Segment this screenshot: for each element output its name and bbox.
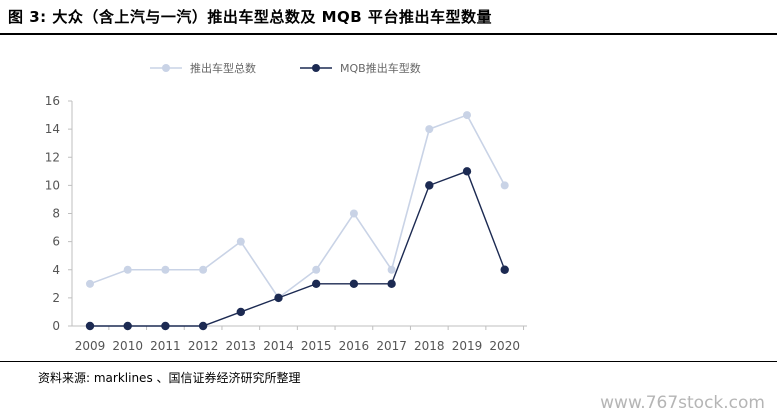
chart-series	[85, 111, 509, 331]
y-tick-label: 6	[52, 235, 60, 249]
chart-axes: 0 2 4 6 8 10 12 14 16 2009 2010 2011 2012 2013 2014 201…	[45, 94, 527, 353]
y-tick-label: 12	[45, 150, 60, 164]
data-point	[236, 237, 245, 246]
x-tick-label: 2011	[150, 339, 181, 353]
data-point	[425, 181, 434, 190]
x-tick-label: 2019	[452, 339, 483, 353]
y-tick-label: 14	[45, 122, 60, 136]
data-point	[161, 321, 170, 331]
source-rule	[0, 361, 777, 362]
legend-label: 推出车型总数	[190, 61, 256, 75]
data-point	[274, 293, 283, 303]
data-point	[199, 265, 208, 274]
source-note: 资料来源: marklines 、国信证券经济研究所整理	[38, 371, 301, 385]
x-tick-label: 2010	[112, 339, 143, 353]
legend-label: MQB推出车型数	[340, 61, 421, 75]
data-point	[500, 265, 509, 274]
y-tick-label: 16	[45, 94, 60, 108]
data-point	[463, 111, 471, 120]
data-point	[387, 265, 396, 274]
x-tick-label: 2018	[414, 339, 445, 353]
data-point	[500, 181, 509, 190]
legend-swatch-marker	[162, 64, 170, 72]
watermark: www.767stock.com	[600, 393, 765, 413]
x-tick-label: 2016	[339, 339, 370, 353]
x-tick-label: 2013	[226, 339, 257, 353]
data-point	[85, 321, 95, 331]
data-point	[462, 167, 472, 176]
series-line	[89, 114, 506, 300]
x-tick-label: 2012	[188, 339, 219, 353]
title-rule	[0, 33, 777, 35]
y-tick-label: 2	[52, 291, 60, 305]
data-point	[425, 125, 434, 134]
data-point	[349, 279, 359, 289]
chart-legend: 推出车型总数 MQB推出车型数	[150, 61, 421, 75]
y-tick-label: 8	[52, 207, 60, 221]
legend-swatch-marker	[312, 64, 320, 72]
x-tick-label: 2020	[489, 339, 520, 353]
figure-title: 图 3: 大众（含上汽与一汽）推出车型总数及 MQB 平台推出车型数量	[8, 8, 492, 26]
y-tick-label: 4	[52, 263, 60, 277]
y-tick-label: 10	[45, 178, 60, 192]
data-point	[387, 279, 396, 289]
x-tick-label: 2017	[376, 339, 407, 353]
data-point	[312, 265, 321, 274]
x-tick-label: 2015	[301, 339, 332, 353]
data-point	[349, 209, 358, 218]
line-chart: 推出车型总数 MQB推出车型数 0 2 4 6 8 10 12 14 16 2009 2010 2011…	[45, 61, 527, 353]
data-point	[312, 279, 321, 289]
data-point	[236, 307, 245, 317]
data-point	[123, 265, 132, 274]
data-point	[198, 321, 208, 331]
data-point	[123, 321, 132, 331]
data-point	[161, 265, 170, 274]
x-tick-label: 2009	[75, 339, 106, 353]
series-line	[90, 170, 506, 327]
y-tick-label: 0	[52, 319, 60, 333]
data-point	[86, 279, 94, 288]
x-tick-label: 2014	[263, 339, 294, 353]
